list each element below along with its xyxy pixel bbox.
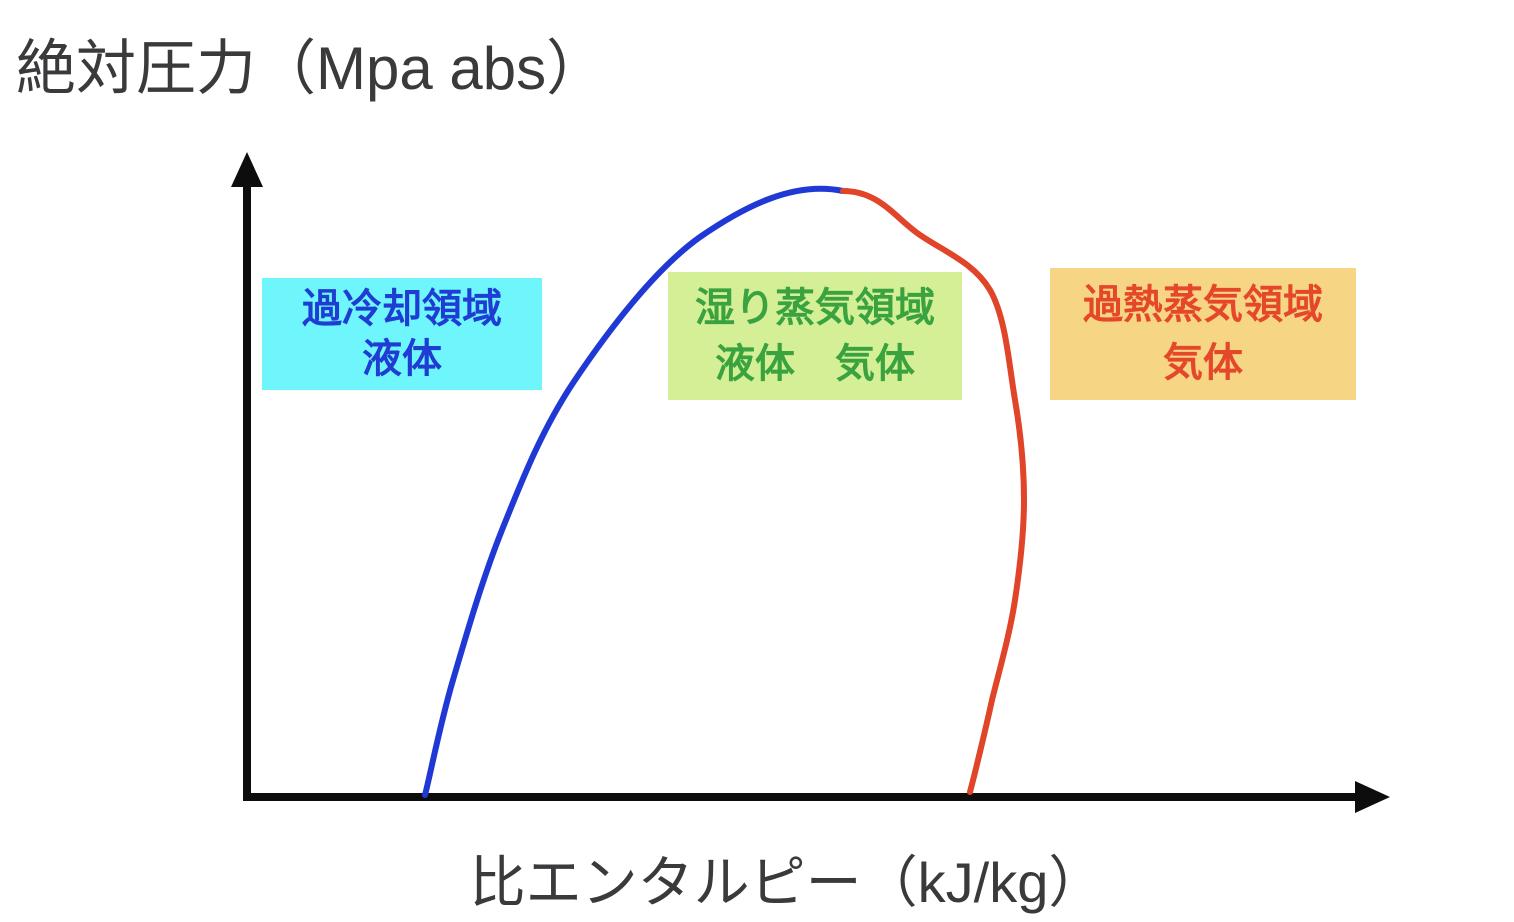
region-superheated: 過熱蒸気領域 気体 (1050, 268, 1356, 400)
y-axis-arrow-icon (231, 152, 263, 187)
region-subcooled-title: 過冷却領域 (302, 286, 502, 331)
y-axis-title: 絶対圧力（Mpa abs） (16, 35, 607, 102)
region-wet-vapor: 湿り蒸気領域 液体 気体 (668, 272, 962, 400)
region-superheated-title: 過熱蒸気領域 (1083, 283, 1323, 328)
region-superheated-phase: 気体 (1163, 340, 1243, 385)
x-axis-title: 比エンタルピー（kJ/kg） (469, 851, 1105, 914)
region-subcooled-phase: 液体 (362, 337, 442, 382)
saturated-liquid-curve (422, 185, 846, 798)
region-subcooled: 過冷却領域 液体 (262, 278, 542, 390)
saturated-vapor-curve (840, 188, 1028, 795)
x-axis-arrow-icon (1355, 781, 1390, 813)
region-wet-vapor-phase: 液体 気体 (715, 342, 915, 386)
region-wet-vapor-title: 湿り蒸気領域 (695, 286, 935, 330)
